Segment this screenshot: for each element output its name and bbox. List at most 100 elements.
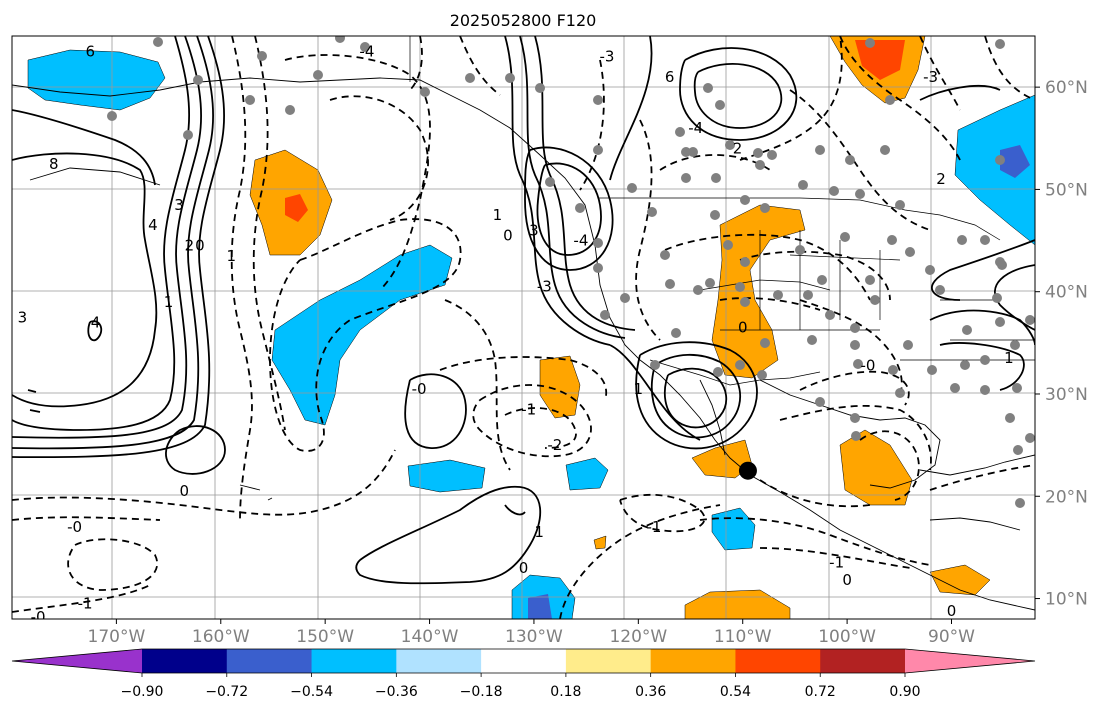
negative-anomaly-region [407,459,486,493]
contour-label: 0 [947,602,957,620]
negative-anomaly-region [27,49,166,111]
negative-anomaly-region [271,244,453,426]
lon-tick-label: 130°W [505,627,563,647]
lon-tick-label: 140°W [401,627,459,647]
contour-label: -2 [547,436,562,454]
colorbar-segment [481,649,567,673]
colorbar-tick-label: 0.54 [720,684,751,700]
colorbar-segment [226,649,313,673]
contour-label: -0 [67,518,82,536]
figure-title: 2025052800 F120 [450,11,597,30]
contour-lines-negative [12,36,1035,619]
contour-label: 0 [842,571,852,589]
lat-tick-label: 30°N [1045,385,1088,405]
colorbar-segment [12,649,142,673]
colorbar-tick-label: 0.18 [550,684,581,700]
contour-label: 2 [733,140,743,158]
lat-tick-label: 50°N [1045,180,1088,200]
marker-layer [738,461,757,480]
negative-anomaly-region [1000,145,1030,178]
negative-anomaly-region [711,507,756,551]
contour-label: -3 [600,47,615,65]
map-frame [11,35,1036,620]
negative-anomaly-region [528,594,552,619]
contour-label: 1 [493,206,503,224]
colorbar: −0.90 −0.72 −0.54 −0.36 −0.18 0.18 0.36 0.54 0.7… [11,648,1036,700]
contour-label: 4 [148,216,158,234]
contour-labels: 6834210143-4-3-0-1-20-0-1-010-1-36-42310… [18,42,1014,626]
contour-label: -3 [537,278,552,296]
gridlines [12,36,1035,619]
contour-label: 4 [91,313,101,331]
contour-label: -0 [31,608,46,626]
colorbar-tick-label: −0.54 [290,684,333,700]
contour-label: 6 [665,68,675,86]
latitude-ticks: 60°N 50°N 40°N 30°N 20°N 10°N [1035,78,1088,610]
contour-label: 1 [226,247,236,265]
colorbar-segment [735,649,821,673]
lat-tick-label: 60°N [1045,78,1088,98]
contour-label: 1 [634,380,644,398]
colorbar-segment [142,649,228,673]
contour-label: -3 [923,68,938,86]
coastlines [12,77,1035,611]
colorbar-segment [820,649,906,673]
positive-anomaly-region [285,194,308,222]
contour-label: 8 [49,155,59,173]
lon-tick-label: 160°W [192,627,250,647]
colorbar-tick-label: 0.36 [635,684,666,700]
contour-label: -4 [573,232,588,250]
colorbar-segment [396,649,482,673]
negative-anomaly-region [565,457,609,491]
contour-label: 1 [1004,349,1014,367]
lat-tick-label: 10°N [1045,590,1088,610]
contour-label: -1 [829,554,844,572]
contour-label: -1 [78,595,93,613]
contour-lines [12,36,1035,585]
contour-label: 3 [529,221,539,239]
contour-label: 0 [519,559,529,577]
colorbar-segment [565,649,652,673]
map-area: 6834210143-4-3-0-1-20-0-1-010-1-36-42310… [12,36,1035,626]
contour-label: -4 [688,119,703,137]
colorbar-tick-label: −0.36 [375,684,418,700]
contour-label: 2 [936,170,946,188]
lon-tick-label: 120°W [609,627,667,647]
contour-label: 3 [18,308,28,326]
contour-label: 0 [179,482,189,500]
lon-tick-label: 100°W [818,627,876,647]
station-dots [107,36,1035,508]
colorbar-tick-label: 0.72 [805,684,836,700]
negative-anomaly-region [954,94,1035,246]
contour-label: 1 [534,523,544,541]
colorbar-segment [650,649,736,673]
contour-label: -0 [412,380,427,398]
colorbar-tick-label: 0.90 [889,684,920,700]
lon-tick-label: 110°W [714,627,772,647]
lat-tick-label: 40°N [1045,283,1088,303]
lon-tick-label: 90°W [928,627,975,647]
positive-anomaly-region [593,535,607,550]
colorbar-segment [905,649,1035,673]
contour-label: -1 [647,518,662,536]
contour-label: -1 [521,400,536,418]
location-marker [738,461,757,480]
lat-tick-label: 20°N [1045,487,1088,507]
contour-label: 0 [195,237,205,255]
positive-anomaly-region [929,564,991,596]
contour-label: 0 [503,226,513,244]
contour-label: 1 [164,293,174,311]
lon-tick-label: 150°W [296,627,354,647]
contour-label: 0 [738,319,748,337]
lon-tick-label: 170°W [88,627,146,647]
contour-label: 6 [86,42,96,60]
contour-label: 3 [174,196,184,214]
positive-anomaly-region [855,40,905,80]
positive-anomaly-region [539,355,581,419]
colorbar-tick-label: −0.18 [460,684,503,700]
colorbar-tick-label: −0.90 [121,684,164,700]
colorbar-segment [311,649,397,673]
contour-label: 2 [185,237,195,255]
colorbar-tick-label: −0.72 [205,684,248,700]
